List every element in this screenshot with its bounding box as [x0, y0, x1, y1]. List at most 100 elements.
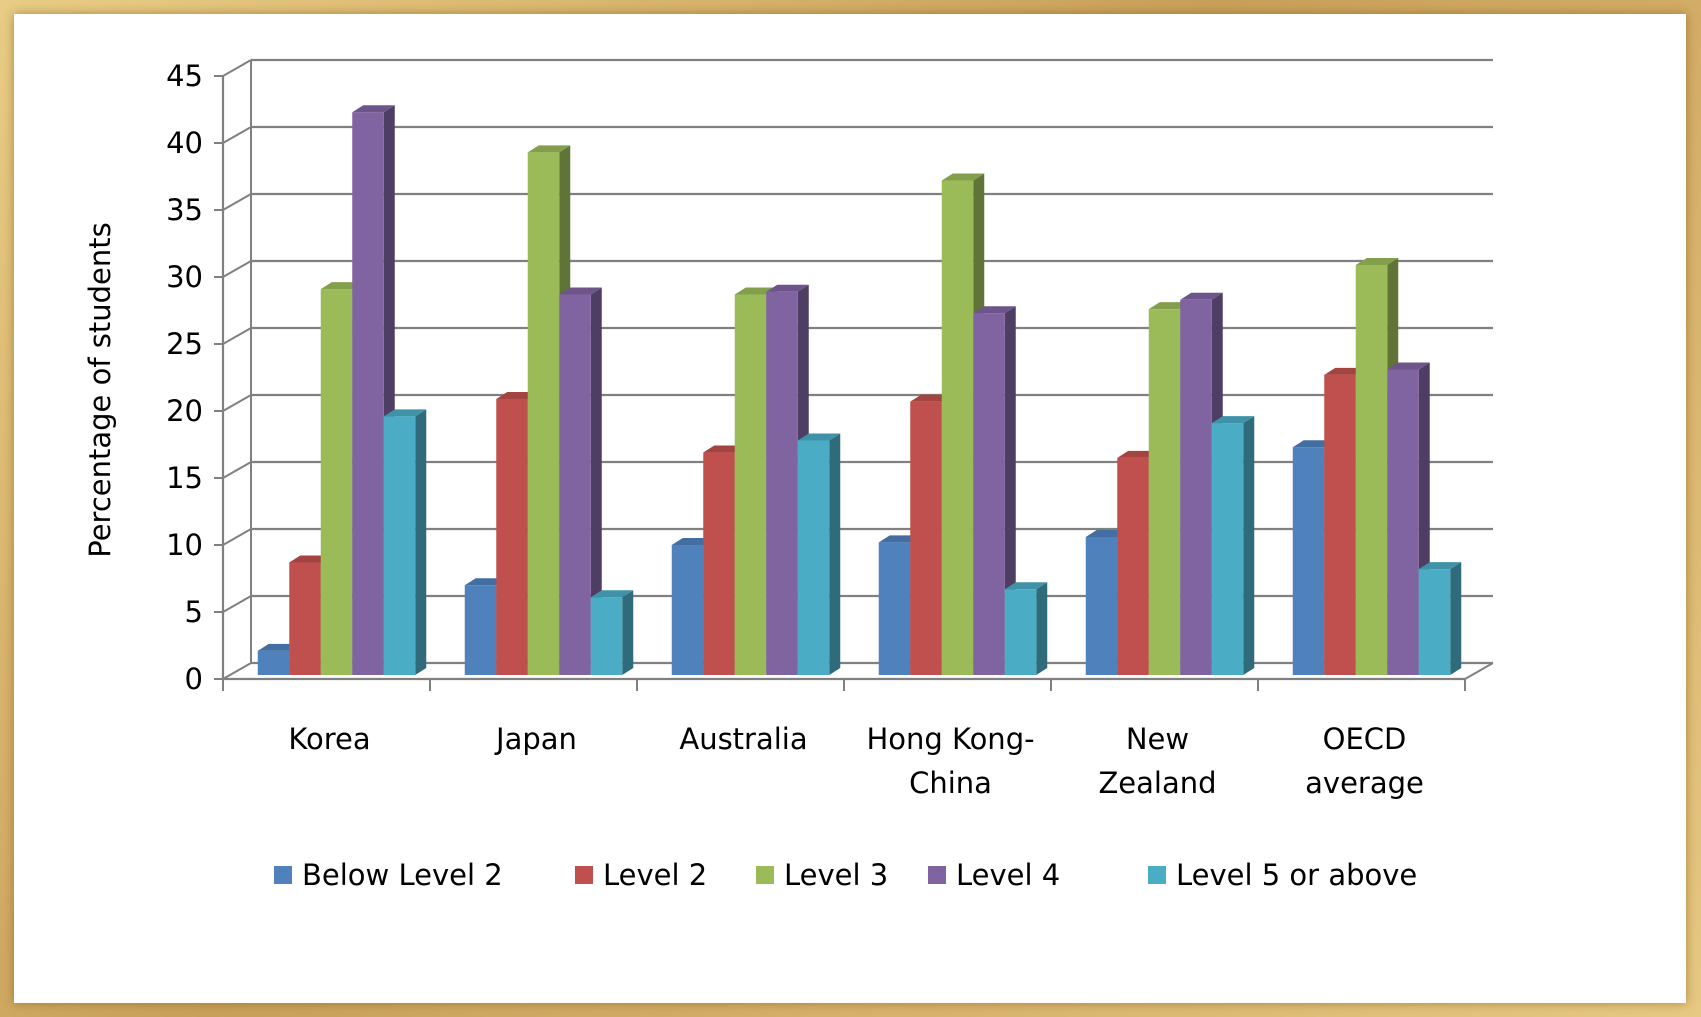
bar-chart: 0 5 10 15 20 25 30 35 40 45 Korea Japan Australia Hon… — [83, 58, 1494, 892]
bar-front — [1387, 369, 1419, 675]
gridline-connector — [222, 461, 252, 479]
bar-top — [797, 433, 841, 441]
bar — [383, 409, 427, 675]
legend-item: Below Level 2 — [274, 858, 503, 892]
chart-panel: 0 5 10 15 20 25 30 35 40 45 Korea Japan Australia Hon… — [14, 14, 1686, 1003]
bar-front — [1117, 457, 1149, 675]
legend-swatch — [756, 866, 774, 884]
gridline-connector — [222, 528, 252, 546]
y-tick-label: 15 — [166, 461, 203, 495]
bar-front — [1004, 589, 1037, 675]
x-category-label: Korea — [288, 722, 370, 756]
y-tick-label: 35 — [166, 193, 203, 227]
legend-swatch — [928, 866, 946, 884]
bar-front — [1324, 374, 1356, 675]
bar-top — [1004, 582, 1048, 590]
x-category-label: Australia — [679, 722, 807, 756]
y-tick-label: 40 — [166, 126, 203, 160]
legend-item: Level 2 — [575, 858, 707, 892]
x-category-label: Zealand — [1098, 766, 1216, 800]
bar-top — [383, 409, 427, 417]
bar-front — [766, 291, 798, 675]
legend-item: Level 5 or above — [1148, 858, 1417, 892]
bar-front — [1180, 299, 1212, 675]
axes — [214, 60, 1494, 691]
bar-front — [289, 562, 321, 675]
bar-side — [1450, 562, 1462, 675]
x-category-label: Japan — [494, 722, 577, 756]
legend: Below Level 2 Level 2 Level 3 Level 4 Level … — [274, 858, 1417, 892]
bar — [559, 287, 602, 675]
bar-group — [257, 105, 427, 675]
legend-label: Level 2 — [603, 858, 707, 892]
floor-edge — [1464, 662, 1494, 680]
legend-label: Level 3 — [784, 858, 888, 892]
bar — [973, 306, 1016, 675]
y-tick-label: 25 — [166, 327, 203, 361]
bar-group — [1292, 257, 1462, 675]
bar-group — [671, 284, 841, 675]
bar — [1418, 562, 1462, 675]
x-category-label: average — [1305, 766, 1424, 800]
y-tick-label: 0 — [185, 662, 203, 696]
bar-front — [734, 294, 767, 675]
bar-front — [910, 401, 942, 675]
legend-label: Below Level 2 — [302, 858, 503, 892]
gridline-connector — [222, 394, 252, 412]
legend-swatch — [575, 866, 593, 884]
y-tick-label: 10 — [166, 528, 203, 562]
bar-top — [527, 145, 571, 153]
x-category-label: OECD — [1323, 722, 1407, 756]
bar-front — [1355, 264, 1388, 675]
x-category-label: New — [1126, 722, 1189, 756]
legend-item: Level 4 — [928, 858, 1060, 892]
gridline-connector — [222, 126, 252, 144]
bar-front — [797, 440, 830, 675]
legend-label: Level 5 or above — [1176, 858, 1417, 892]
legend-swatch — [274, 866, 292, 884]
gridlines — [222, 58, 1493, 680]
bar-top — [973, 306, 1016, 314]
bar-group — [878, 173, 1048, 676]
legend-item: Level 3 — [756, 858, 888, 892]
bar-side — [1243, 416, 1255, 675]
bar-top — [559, 287, 602, 295]
bar-front — [464, 585, 497, 675]
bar-front — [257, 650, 290, 675]
bar-side — [1036, 582, 1048, 675]
bar-front — [1418, 569, 1451, 675]
bar-front — [878, 542, 911, 675]
bar-front — [383, 416, 416, 675]
bar-side — [590, 287, 602, 675]
bar-top — [766, 284, 809, 292]
bars — [257, 105, 1462, 676]
bar-front — [973, 313, 1005, 675]
bar — [1004, 582, 1048, 675]
bar-front — [320, 289, 353, 675]
bar-front — [1292, 447, 1325, 675]
bar-side — [622, 590, 634, 675]
bar-top — [941, 173, 985, 181]
gridline-connector — [222, 260, 252, 278]
y-tick-label: 45 — [166, 59, 203, 93]
bar-top — [1418, 562, 1462, 570]
axis-labels: 0 5 10 15 20 25 30 35 40 45 Korea Japan Australia Hon… — [166, 59, 1424, 800]
y-tick-label: 5 — [185, 595, 203, 629]
y-tick-label: 30 — [166, 260, 203, 294]
bar-group — [1085, 292, 1255, 675]
bar-top — [1180, 292, 1223, 300]
bar-side — [415, 409, 427, 675]
gridline-connector — [222, 193, 252, 211]
legend-label: Level 4 — [956, 858, 1060, 892]
bar-front — [1211, 423, 1244, 675]
bar — [1211, 416, 1255, 675]
bar — [590, 590, 634, 675]
gridline-connector — [222, 662, 252, 680]
bar-front — [1085, 536, 1118, 675]
legend-swatch — [1148, 866, 1166, 884]
x-category-label: Hong Kong- — [866, 722, 1034, 756]
bar-top — [590, 590, 634, 598]
bar-front — [559, 294, 591, 675]
bar-front — [590, 597, 623, 675]
